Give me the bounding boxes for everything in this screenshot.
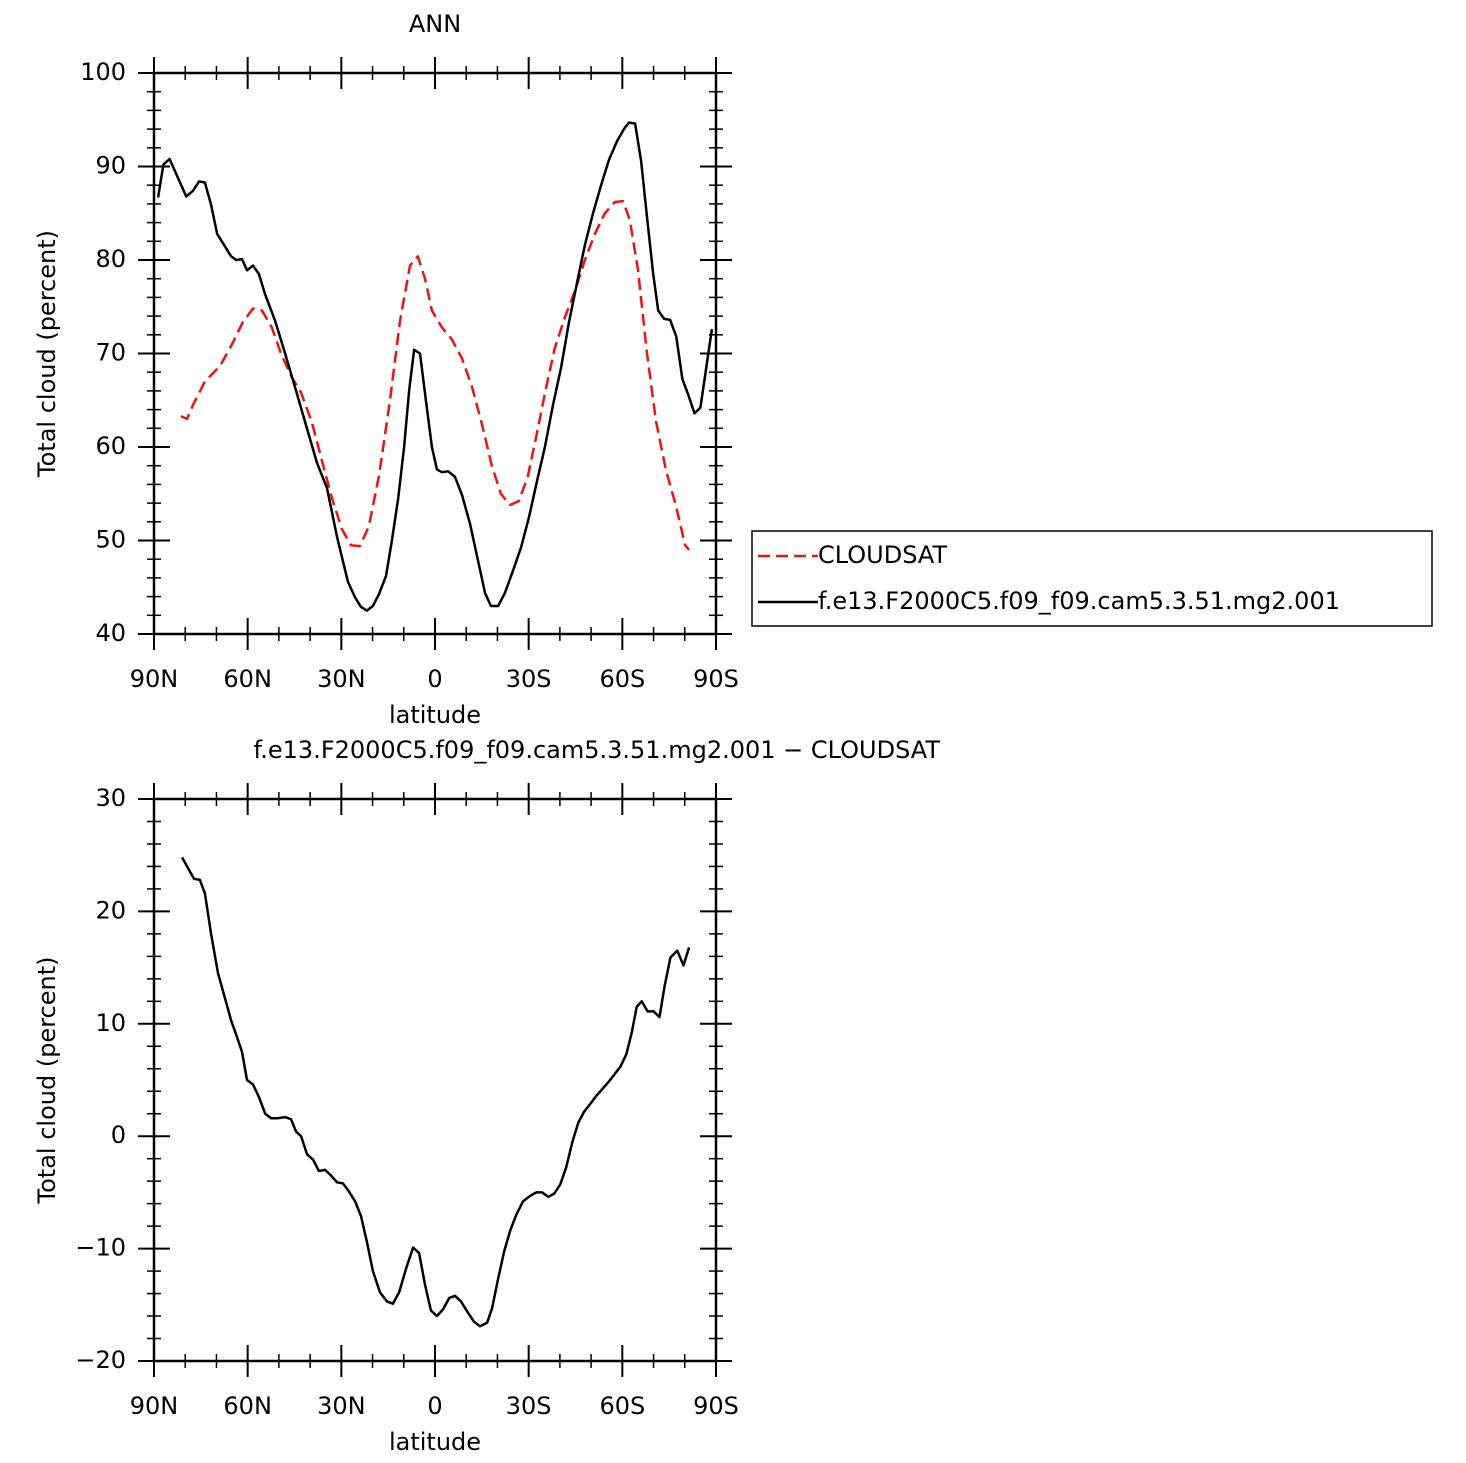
plot-frame: [152, 797, 718, 1363]
y-axis-label: Total cloud (percent): [33, 957, 61, 1205]
x-tick-label: 30S: [506, 1392, 552, 1420]
x-axis-label: latitude: [389, 1428, 481, 1456]
x-tick-label: 0: [427, 665, 442, 693]
x-tick-label: 30S: [506, 665, 552, 693]
x-tick-label: 30N: [317, 665, 366, 693]
y-tick-label: 40: [95, 619, 126, 647]
x-tick-label: 60S: [599, 665, 645, 693]
y-tick-label: 0: [111, 1121, 126, 1149]
x-axis-label: latitude: [389, 701, 481, 729]
data-line: [181, 856, 691, 1328]
y-axis-label: Total cloud (percent): [33, 230, 61, 478]
y-tick-label: 100: [80, 58, 126, 86]
x-tick-label: 90S: [693, 1392, 739, 1420]
y-tick-label: 80: [95, 245, 126, 273]
y-tick-label: 60: [95, 432, 126, 460]
data-line: [180, 199, 691, 551]
legend-box: [751, 530, 1433, 627]
y-tick-label: 30: [95, 784, 126, 812]
data-line: [156, 121, 714, 612]
x-tick-label: 60N: [223, 665, 272, 693]
x-tick-label: 60S: [599, 1392, 645, 1420]
y-tick-label: 10: [95, 1009, 126, 1037]
chart-title: f.e13.F2000C5.f09_f09.cam5.3.51.mg2.001 …: [254, 736, 941, 764]
x-tick-label: 0: [427, 1392, 442, 1420]
plot-frame: [152, 71, 718, 636]
legend-label: CLOUDSAT: [818, 541, 947, 569]
x-tick-label: 90N: [130, 665, 179, 693]
x-tick-label: 90N: [130, 1392, 179, 1420]
y-tick-label: 20: [95, 896, 126, 924]
x-tick-label: 30N: [317, 1392, 366, 1420]
y-tick-label: 50: [95, 526, 126, 554]
chart-title: ANN: [409, 10, 461, 38]
y-tick-label: 70: [95, 339, 126, 367]
y-tick-label: −20: [75, 1346, 126, 1374]
x-tick-label: 60N: [223, 1392, 272, 1420]
y-tick-label: 90: [95, 152, 126, 180]
legend-label: f.e13.F2000C5.f09_f09.cam5.3.51.mg2.001: [818, 587, 1340, 615]
x-tick-label: 90S: [693, 665, 739, 693]
y-tick-label: −10: [75, 1234, 126, 1262]
